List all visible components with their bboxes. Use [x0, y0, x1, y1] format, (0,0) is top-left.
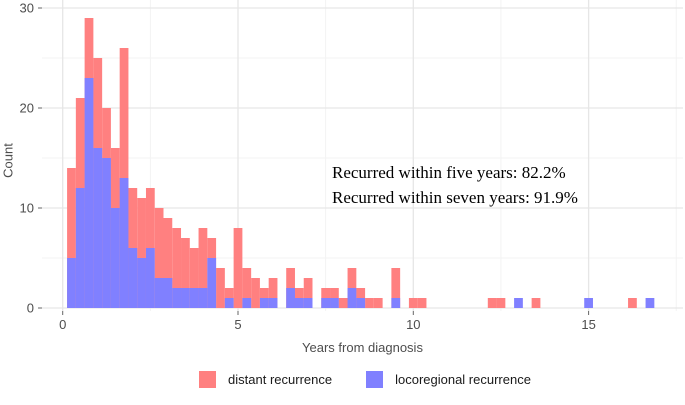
locoregional-recurrence-swatch-icon — [366, 371, 384, 388]
histogram-bar-distant — [67, 168, 76, 308]
histogram-bar-locoregional — [67, 258, 76, 308]
histogram-bar-distant — [417, 298, 427, 308]
histogram-bar-distant — [365, 298, 374, 308]
y-tick-label: 0 — [26, 300, 34, 316]
x-tick-label: 10 — [406, 317, 421, 332]
histogram-bar-locoregional — [584, 298, 593, 308]
legend-label-distant: distant recurrence — [228, 372, 333, 387]
histogram-bar-locoregional — [514, 298, 523, 308]
histogram-bar-locoregional — [84, 78, 94, 308]
annotation-line-2: Recurred within seven years: 91.9% — [332, 188, 578, 207]
histogram-bar-locoregional — [356, 298, 366, 308]
histogram-bar-locoregional — [154, 278, 164, 308]
histogram-bar-locoregional — [391, 298, 401, 308]
x-tick-label: 15 — [581, 317, 596, 332]
y-tick-label: 20 — [19, 100, 34, 116]
histogram-bar-distant — [163, 218, 173, 308]
histogram-bar-locoregional — [93, 148, 103, 308]
histogram-bar-locoregional — [286, 288, 295, 308]
legend: distant recurrence locoregional recurren… — [45, 371, 685, 388]
y-tick-label: 10 — [19, 200, 34, 216]
histogram-bar-locoregional — [321, 298, 331, 308]
histogram-bar-locoregional — [242, 298, 252, 308]
legend-label-locoregional: locoregional recurrence — [395, 372, 531, 387]
histogram-bar-locoregional — [128, 248, 138, 308]
x-tick-label: 5 — [234, 317, 242, 332]
histogram-bar-distant — [154, 208, 164, 308]
histogram-bar-locoregional — [207, 258, 217, 308]
histogram-bar-distant — [496, 298, 506, 308]
x-tick-label: 0 — [59, 317, 67, 332]
histogram-bar-locoregional — [330, 298, 339, 308]
histogram-bar-locoregional — [198, 288, 208, 308]
histogram-bar-distant — [216, 268, 225, 308]
histogram-bar-locoregional — [75, 188, 85, 308]
histogram-bar-locoregional — [259, 298, 269, 308]
histogram-bar-distant — [198, 228, 208, 308]
histogram-bar-distant — [242, 268, 252, 308]
histogram-bar-locoregional — [645, 298, 655, 308]
histogram-bar-distant — [251, 278, 260, 308]
histogram-bar-locoregional — [163, 278, 173, 308]
histogram-bar-distant — [172, 228, 182, 308]
histogram-bar-locoregional — [102, 158, 111, 308]
histogram-bar-distant — [189, 248, 199, 308]
histogram-bar-distant — [268, 278, 278, 308]
histogram-bar-locoregional — [172, 288, 182, 308]
distant-recurrence-swatch-icon — [199, 371, 217, 388]
histogram-bar-locoregional — [268, 298, 278, 308]
y-tick-label: 30 — [19, 0, 34, 16]
histogram-bar-distant — [137, 198, 146, 308]
histogram-bar-locoregional — [189, 288, 199, 308]
histogram-bar-distant — [303, 278, 313, 308]
histogram-bar-locoregional — [294, 298, 304, 308]
legend-item-locoregional: locoregional recurrence — [366, 371, 531, 388]
histogram-bar-locoregional — [347, 288, 357, 308]
histogram-bar-locoregional — [137, 258, 146, 308]
histogram-bar-distant — [531, 298, 541, 308]
histogram-bar-distant — [181, 238, 190, 308]
annotation-line-1: Recurred within five years: 82.2% — [332, 163, 566, 182]
histogram-bar-locoregional — [145, 248, 155, 308]
annotation-text: Recurred within five years: 82.2% Recurr… — [332, 160, 578, 210]
histogram-bar-locoregional — [119, 178, 129, 308]
y-axis-title: Count — [0, 143, 16, 178]
histogram-bar-distant — [373, 298, 383, 308]
histogram-bar-locoregional — [110, 208, 120, 308]
histogram-bar-distant — [391, 268, 401, 308]
histogram-bar-distant — [338, 298, 348, 308]
histogram-bar-distant — [233, 228, 243, 308]
histogram-bar-distant — [408, 298, 418, 308]
histogram-bar-distant — [628, 298, 637, 308]
histogram-bar-locoregional — [181, 288, 190, 308]
legend-item-distant: distant recurrence — [199, 371, 332, 388]
histogram-bar-locoregional — [303, 298, 313, 308]
x-axis-title: Years from diagnosis — [302, 340, 423, 355]
histogram-bar-locoregional — [224, 298, 234, 308]
histogram-bar-distant — [487, 298, 497, 308]
